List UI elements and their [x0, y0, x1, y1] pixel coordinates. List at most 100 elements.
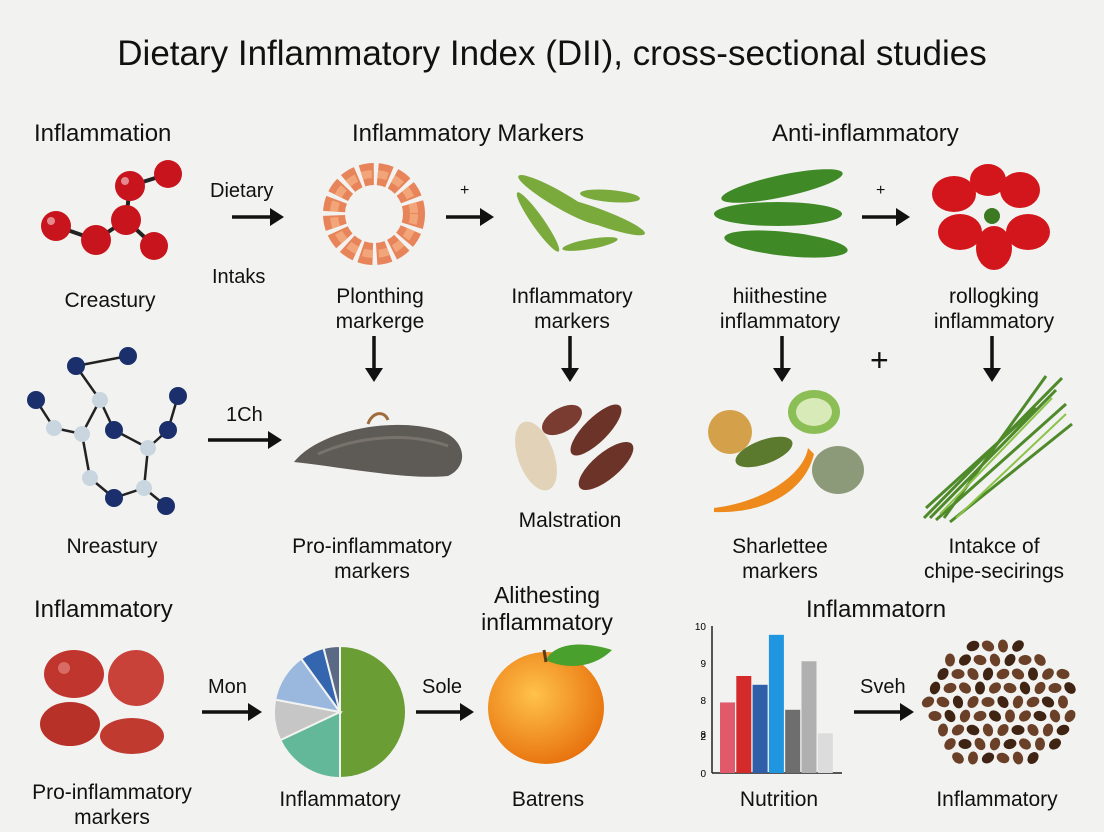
arrow-label-sveh: Sveh	[860, 676, 906, 698]
coffee-bean	[981, 697, 995, 707]
header-inflammatory-markers: Inflammatory Markers	[352, 120, 585, 147]
coffee-bean	[959, 709, 971, 723]
label-inflammatory-beans: Inflammatory	[936, 788, 1058, 811]
coffee-bean	[944, 738, 956, 750]
coffee-bean	[945, 653, 955, 667]
navy-molecule-illustration	[27, 347, 187, 515]
coffee-bean	[1057, 695, 1069, 709]
coffee-bean	[1027, 751, 1039, 765]
label-plonthing: Plonthing markerge	[335, 285, 425, 333]
coffee-bean	[928, 710, 942, 722]
plus-sign-large: +	[870, 342, 889, 378]
arrow-label-mon: Mon	[208, 676, 247, 698]
pie-slice	[322, 644, 341, 713]
header-inflammation: Inflammation	[34, 120, 172, 147]
coffee-bean	[958, 738, 972, 750]
coffee-bean	[982, 723, 994, 737]
coffee-bean	[958, 682, 972, 694]
coffee-bean	[989, 737, 1001, 751]
coffee-bean	[967, 695, 979, 709]
header-inflammatorn: Inflammatorn	[806, 596, 947, 623]
coffee-bean	[1011, 668, 1025, 680]
coffee-bean	[1056, 724, 1070, 736]
label-inflammatory-pie: Inflammatory	[279, 788, 401, 811]
coffee-bean	[1042, 723, 1054, 737]
coffee-bean	[973, 710, 987, 722]
bar	[801, 661, 817, 773]
coffee-bean	[988, 710, 1002, 722]
coffee-bean	[1034, 681, 1046, 695]
coffee-bean	[1018, 738, 1032, 750]
arrow-right-icon	[862, 208, 910, 226]
arrow-down-icon	[773, 336, 791, 382]
coffee-bean	[1064, 682, 1076, 694]
coffee-bean	[967, 667, 979, 681]
coffee-bean	[981, 640, 995, 652]
brown-pods-illustration	[515, 404, 634, 491]
coffee-bean	[1034, 654, 1046, 666]
arrow-label-1ch: 1Ch	[226, 404, 263, 426]
bar	[817, 733, 833, 773]
bar	[736, 675, 752, 773]
pie-slice	[278, 710, 341, 780]
header-inflammatory: Inflammatory	[34, 596, 173, 623]
coffee-bean	[1012, 751, 1024, 765]
coffee-bean	[1019, 681, 1031, 695]
arrow-down-icon	[983, 336, 1001, 382]
label-nreastury: Nreastury	[66, 535, 158, 558]
coffee-bean	[996, 752, 1010, 764]
bar	[720, 702, 735, 773]
coffee-bean	[951, 724, 965, 736]
arrow-right-icon	[208, 431, 282, 449]
red-molecule-illustration	[41, 160, 182, 260]
coffee-bean	[1056, 668, 1070, 680]
coffee-bean	[996, 668, 1010, 680]
red-atoms	[41, 160, 182, 260]
y-tick-label: 0	[700, 769, 706, 780]
coffee-bean	[1018, 710, 1032, 722]
plus-sign-1: +	[460, 182, 470, 199]
coffee-bean	[966, 640, 980, 652]
coffee-bean	[1018, 654, 1032, 666]
label-rollogking: rollogking inflammatory	[933, 285, 1055, 333]
mixed-vegetables-illustration	[708, 390, 864, 513]
coffee-bean	[921, 696, 935, 708]
coffee-bean	[1027, 723, 1039, 737]
coffee-bean	[966, 724, 980, 736]
label-intakce: Intakce of chipe-secirings	[923, 535, 1065, 583]
coffee-bean	[975, 681, 985, 695]
header-anti-inflammatory: Anti-inflammatory	[772, 120, 959, 147]
coffee-bean	[1049, 709, 1061, 723]
coffee-bean	[974, 737, 986, 751]
coffee-beans-illustration	[921, 639, 1076, 765]
coffee-bean	[937, 723, 949, 737]
coffee-bean	[997, 695, 1009, 709]
coffee-bean	[1003, 738, 1017, 750]
coffee-bean	[943, 682, 957, 694]
label-creastury: Creastury	[64, 289, 156, 312]
y-tick-label: 8	[700, 696, 706, 707]
arrow-label-intaks: Intaks	[212, 266, 266, 288]
y-tick-label: 10	[695, 622, 707, 633]
y-tick-label: 8	[700, 730, 706, 741]
coffee-bean	[944, 709, 956, 723]
coffee-bean	[982, 667, 994, 681]
red-berries-illustration	[932, 164, 1050, 270]
coffee-bean	[1027, 667, 1039, 681]
bar	[785, 709, 801, 773]
coffee-bean	[1033, 710, 1047, 722]
coffee-bean	[936, 696, 950, 708]
label-pro-inflammatory-markers-2: Pro-inflammatory markers	[32, 781, 192, 829]
arrow-label-dietary: Dietary	[210, 180, 274, 202]
arrow-right-icon	[232, 208, 284, 226]
page-title: Dietary Inflammatory Index (DII), cross-…	[117, 34, 987, 73]
coffee-bean	[1064, 709, 1076, 723]
coffee-bean	[951, 669, 965, 679]
red-fruits-illustration	[40, 650, 164, 754]
pie-slice	[339, 644, 407, 780]
arrow-right-icon	[202, 703, 262, 721]
coffee-bean	[958, 654, 972, 666]
root-vegetable-illustration	[294, 412, 463, 477]
plus-sign-2: +	[876, 182, 886, 199]
